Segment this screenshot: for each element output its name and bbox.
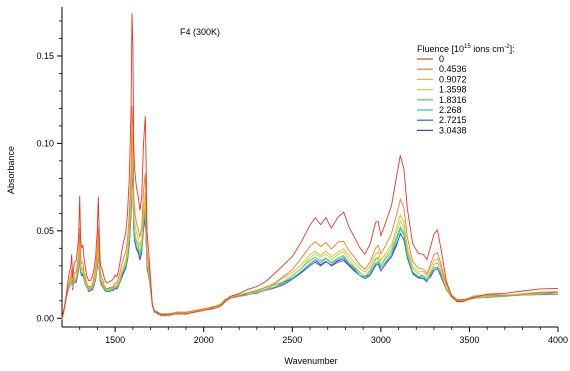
- chart-labels: F4 (300K) Wavenumber Absorbance: [6, 27, 338, 366]
- legend-entry: 1.8316: [439, 95, 467, 105]
- x-tick-label: 2500: [282, 335, 302, 345]
- legend-entry: 2.268: [439, 105, 462, 115]
- legend-entry: 3.0438: [439, 125, 467, 135]
- chart-title: F4 (300K): [180, 27, 220, 37]
- y-tick-label: 0.00: [36, 313, 54, 323]
- legend-entry: 0.4536: [439, 64, 467, 74]
- series-line-0.4536: [61, 105, 559, 319]
- y-tick-label: 0.10: [36, 138, 54, 148]
- series-line-0: [61, 13, 559, 319]
- legend-entry: 0.9072: [439, 74, 467, 84]
- y-tick-label: 0.05: [36, 226, 54, 236]
- x-tick-label: 1500: [105, 335, 125, 345]
- series-lines: [61, 13, 559, 320]
- legend-entry: 2.7215: [439, 115, 467, 125]
- x-tick-label: 2000: [194, 335, 214, 345]
- axes: 1500 2000 2500 3000 3500 4000 0.00 0.05 0.10 0.15: [36, 7, 568, 345]
- x-tick-label: 4000: [548, 335, 568, 345]
- legend-entry: 0: [439, 54, 444, 64]
- x-tick-label: 3000: [371, 335, 391, 345]
- y-tick-label: 0.15: [36, 51, 54, 61]
- legend: Fluence [1015 ions cm-2]: 00.45360.90721…: [417, 44, 515, 135]
- x-axis-label: Wavenumber: [284, 356, 337, 366]
- y-axis-label: Absorbance: [6, 146, 16, 194]
- legend-title: Fluence [1015 ions cm-2]:: [417, 44, 515, 54]
- legend-entry: 1.3598: [439, 85, 467, 95]
- x-tick-label: 3500: [459, 335, 479, 345]
